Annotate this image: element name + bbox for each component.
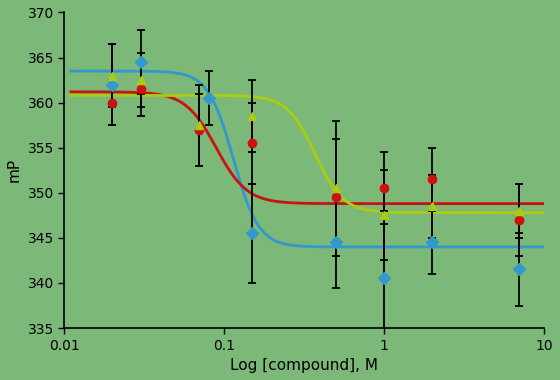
X-axis label: Log [compound], M: Log [compound], M — [230, 358, 378, 373]
Y-axis label: mP: mP — [7, 158, 22, 182]
